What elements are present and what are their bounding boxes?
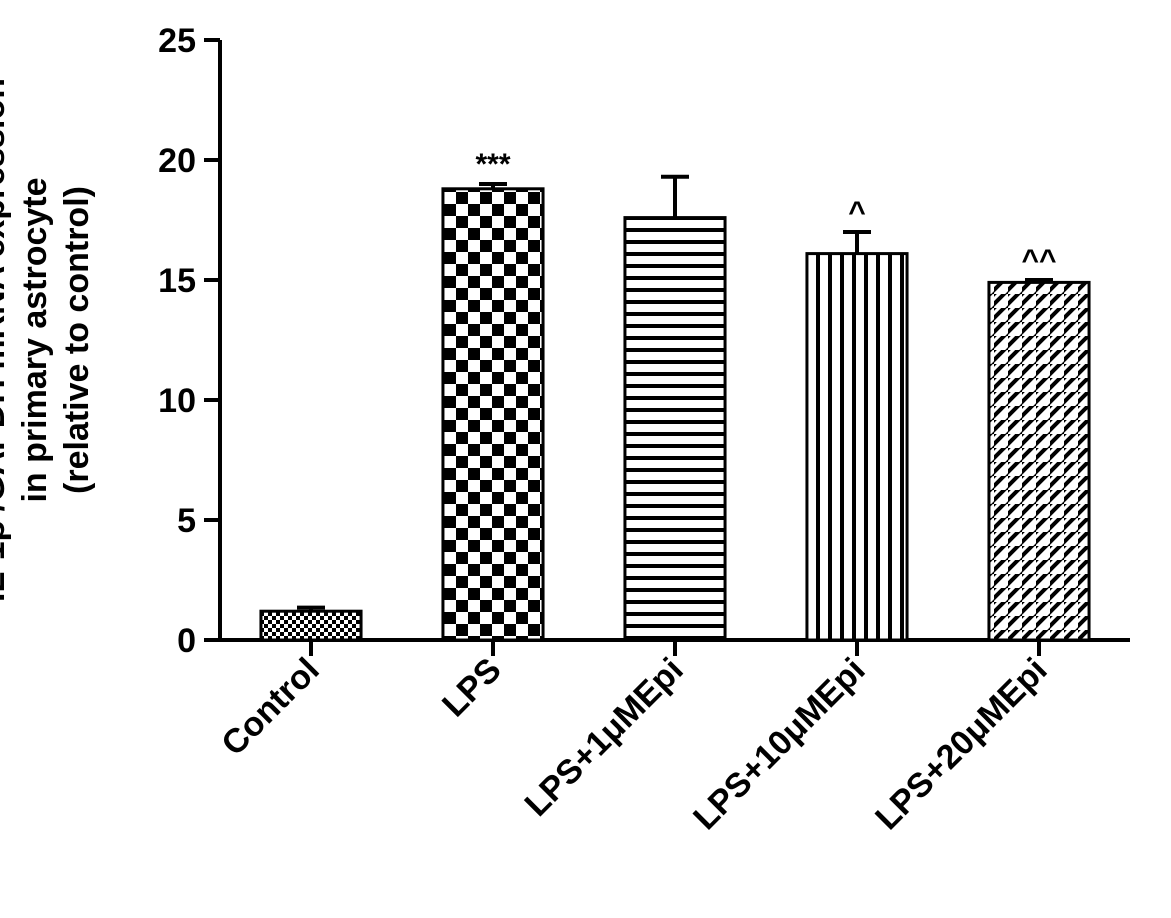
y-tick-label: 5 bbox=[177, 502, 196, 540]
x-tick-label: LPS bbox=[435, 651, 509, 725]
y-tick-label: 25 bbox=[158, 22, 196, 60]
bar bbox=[625, 218, 725, 640]
y-axis-title-line1: IL-1β /GAPDH mRNA expression bbox=[0, 78, 12, 602]
significance-marker: *** bbox=[475, 148, 510, 181]
y-axis-title-line3: (relative to control) bbox=[58, 186, 96, 494]
bar bbox=[261, 611, 361, 640]
significance-marker: ^^ bbox=[1021, 244, 1056, 277]
x-tick-label: LPS+1μMEpi bbox=[517, 651, 690, 824]
y-tick-label: 0 bbox=[177, 622, 196, 660]
bar bbox=[443, 189, 543, 640]
y-tick-label: 20 bbox=[158, 142, 196, 180]
bar-chart: 0 5 10 15 20 25 Control *** LPSLPS+1μMEpi ^ LPS+10… bbox=[0, 0, 1171, 918]
y-tick-label: 15 bbox=[158, 262, 196, 300]
x-tick-label: LPS+10μMEpi bbox=[686, 651, 873, 838]
bar bbox=[807, 254, 907, 640]
chart-svg: 0 5 10 15 20 25 Control *** LPSLPS+1μMEpi ^ LPS+10… bbox=[0, 0, 1171, 918]
y-tick-label: 10 bbox=[158, 382, 196, 420]
x-tick-label: Control bbox=[214, 651, 326, 763]
significance-marker: ^ bbox=[848, 196, 866, 229]
y-axis-title-line2: in primary astrocyte bbox=[16, 177, 54, 502]
x-tick-label: LPS+20μMEpi bbox=[868, 651, 1055, 838]
bar bbox=[989, 282, 1089, 640]
y-axis-title: IL-1β /GAPDH mRNA expression in primary a… bbox=[0, 78, 96, 602]
